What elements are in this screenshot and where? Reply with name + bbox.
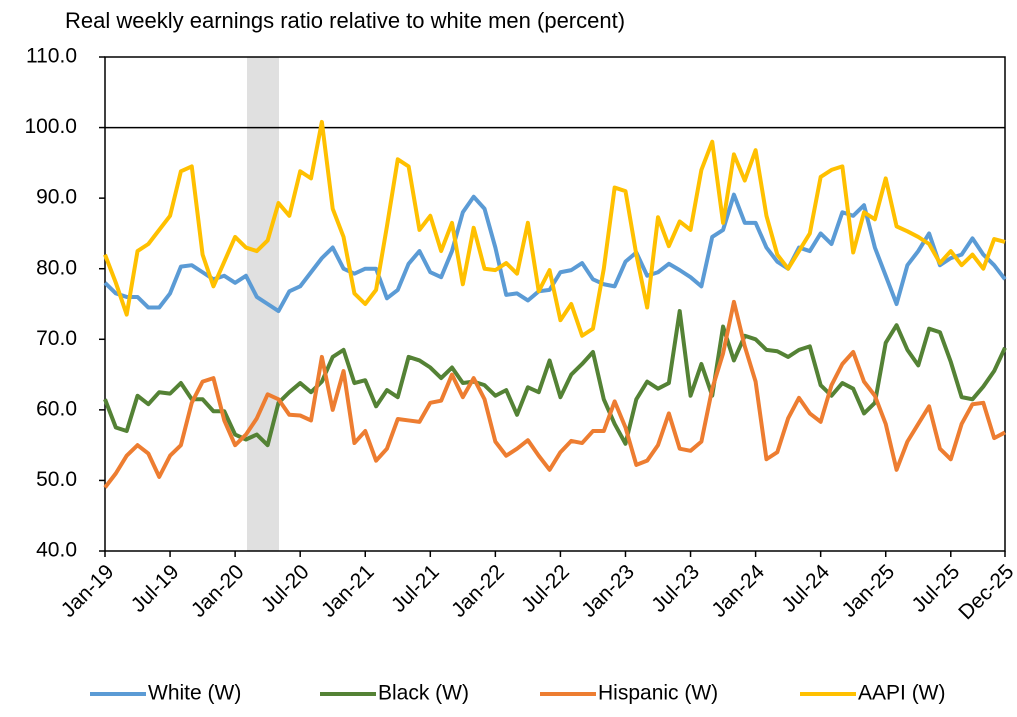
plot-frame	[104, 56, 1006, 552]
y-tick-label: 80.0	[36, 256, 77, 279]
series-line	[103, 309, 1007, 448]
series-line	[103, 299, 1006, 489]
legend-label: White (W)	[148, 682, 241, 705]
y-tick-label: 90.0	[36, 186, 77, 209]
y-tick-label: 50.0	[36, 468, 77, 491]
shaded-period	[247, 57, 279, 551]
legend-label: AAPI (W)	[858, 682, 946, 705]
series-line	[103, 192, 1007, 314]
y-tick-label: 60.0	[36, 397, 77, 420]
legend-label: Black (W)	[378, 682, 469, 705]
y-tick-label: 100.0	[24, 115, 77, 138]
chart-title: Real weekly earnings ratio relative to w…	[65, 8, 625, 33]
y-tick-label: 70.0	[36, 327, 77, 350]
series-line	[103, 119, 1006, 338]
legend-label: Hispanic (W)	[598, 682, 718, 705]
y-tick-label: 40.0	[36, 539, 77, 562]
y-tick-label: 110.0	[26, 45, 77, 68]
